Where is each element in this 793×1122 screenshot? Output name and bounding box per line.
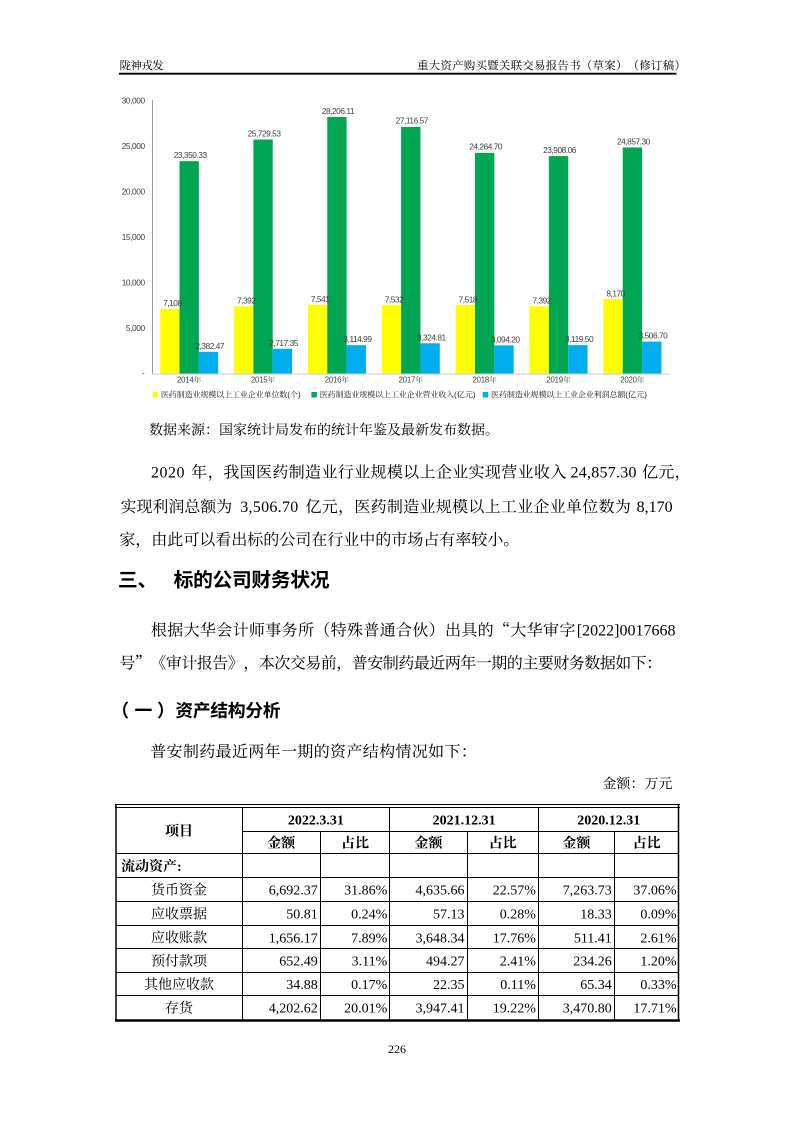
svg-text:0.17%: 0.17%: [351, 978, 388, 993]
svg-text:2016: 2016: [325, 376, 342, 385]
svg-text:3,470.80: 3,470.80: [563, 1002, 612, 1017]
svg-text:24,857.30: 24,857.30: [571, 465, 637, 482]
svg-text:2.41%: 2.41%: [500, 955, 537, 970]
svg-text:2,717.35: 2,717.35: [269, 338, 299, 348]
svg-text:(: (: [625, 390, 628, 399]
svg-text:3,119.50: 3,119.50: [565, 334, 594, 344]
svg-text:3,324.81: 3,324.81: [417, 332, 447, 342]
svg-text:19.22%: 19.22%: [493, 1002, 537, 1017]
svg-text:28,206.11: 28,206.11: [322, 106, 355, 116]
svg-text:-: -: [142, 368, 145, 378]
svg-text:37.06%: 37.06%: [633, 883, 677, 898]
svg-text:7,532: 7,532: [385, 294, 404, 304]
svg-text:3,947.41: 3,947.41: [416, 1002, 465, 1017]
svg-text:): ): [473, 390, 476, 399]
svg-text:1,656.17: 1,656.17: [269, 931, 318, 946]
svg-text:7,263.73: 7,263.73: [563, 883, 612, 898]
svg-text:22.57%: 22.57%: [493, 883, 537, 898]
svg-text:27,116.57: 27,116.57: [396, 116, 429, 126]
svg-text:2020: 2020: [151, 465, 185, 482]
svg-text:511.41: 511.41: [574, 931, 612, 946]
svg-text:15,000: 15,000: [122, 232, 146, 242]
svg-text:23,908.06: 23,908.06: [543, 145, 577, 155]
svg-text:): ): [644, 390, 647, 399]
svg-text:24,857.30: 24,857.30: [617, 136, 651, 146]
svg-text:0.11%: 0.11%: [500, 978, 536, 993]
svg-text:3.11%: 3.11%: [352, 955, 388, 970]
svg-text:2015: 2015: [251, 376, 268, 385]
svg-text:2018: 2018: [473, 376, 490, 385]
svg-text:0.24%: 0.24%: [351, 908, 388, 923]
svg-text:226: 226: [388, 1042, 406, 1056]
svg-text:6,692.37: 6,692.37: [269, 883, 318, 898]
svg-text:25,000: 25,000: [122, 141, 146, 151]
svg-text:494.27: 494.27: [426, 955, 465, 970]
svg-text:31.86%: 31.86%: [344, 883, 388, 898]
svg-text:2021.12.31: 2021.12.31: [433, 814, 496, 829]
svg-text:(: (: [287, 390, 290, 399]
svg-text:18.33: 18.33: [580, 908, 612, 923]
svg-text:3,506.70: 3,506.70: [639, 331, 669, 341]
svg-text:30,000: 30,000: [122, 96, 146, 106]
svg-text:8,170: 8,170: [606, 289, 625, 299]
svg-text::: :: [177, 860, 182, 875]
svg-text:17.76%: 17.76%: [493, 931, 537, 946]
svg-text:17.71%: 17.71%: [633, 1002, 677, 1017]
svg-text:4,202.62: 4,202.62: [269, 1002, 318, 1017]
svg-text:2019: 2019: [546, 376, 563, 385]
svg-text:2.61%: 2.61%: [640, 931, 677, 946]
svg-text:(: (: [454, 390, 457, 399]
svg-text:57.13: 57.13: [433, 908, 465, 923]
svg-text:2017: 2017: [399, 376, 416, 385]
svg-text:7.89%: 7.89%: [351, 931, 388, 946]
svg-text:): ): [298, 390, 301, 399]
svg-text:4,635.66: 4,635.66: [416, 883, 465, 898]
svg-text:1.20%: 1.20%: [640, 955, 677, 970]
svg-text:[2022]0017668: [2022]0017668: [577, 623, 676, 640]
svg-text:10,000: 10,000: [122, 277, 146, 287]
svg-text:7,392: 7,392: [237, 296, 256, 306]
svg-text:2014: 2014: [177, 376, 194, 385]
svg-text:0.33%: 0.33%: [640, 978, 677, 993]
svg-text:2020: 2020: [620, 376, 637, 385]
svg-text:0.28%: 0.28%: [500, 908, 537, 923]
svg-text:3,648.34: 3,648.34: [416, 931, 465, 946]
svg-text:652.49: 652.49: [279, 955, 318, 970]
svg-text:3,506.70: 3,506.70: [240, 499, 298, 516]
svg-text:7,392: 7,392: [532, 296, 551, 306]
svg-text:24,264.70: 24,264.70: [469, 142, 503, 152]
svg-text:7,108: 7,108: [163, 298, 182, 308]
svg-text:34.88: 34.88: [286, 978, 318, 993]
svg-text:65.34: 65.34: [580, 978, 612, 993]
svg-text:22.35: 22.35: [433, 978, 465, 993]
svg-text:3,094.20: 3,094.20: [491, 334, 521, 344]
svg-text:2020.12.31: 2020.12.31: [577, 814, 640, 829]
svg-text:25,729.53: 25,729.53: [248, 128, 282, 138]
svg-text:234.26: 234.26: [573, 955, 612, 970]
svg-text:20.01%: 20.01%: [344, 1002, 388, 1017]
svg-text:7,518: 7,518: [459, 294, 478, 304]
svg-text:20,000: 20,000: [122, 187, 146, 197]
svg-text:7,541: 7,541: [311, 294, 330, 304]
svg-text:0.09%: 0.09%: [640, 908, 677, 923]
svg-text:8,170: 8,170: [637, 499, 673, 516]
svg-text:23,350.33: 23,350.33: [174, 150, 208, 160]
svg-text:2022.3.31: 2022.3.31: [288, 814, 344, 829]
svg-text:5,000: 5,000: [126, 323, 146, 333]
svg-text:2,382.47: 2,382.47: [195, 341, 225, 351]
svg-text:50.81: 50.81: [286, 908, 318, 923]
svg-text:3,114.99: 3,114.99: [343, 334, 372, 344]
